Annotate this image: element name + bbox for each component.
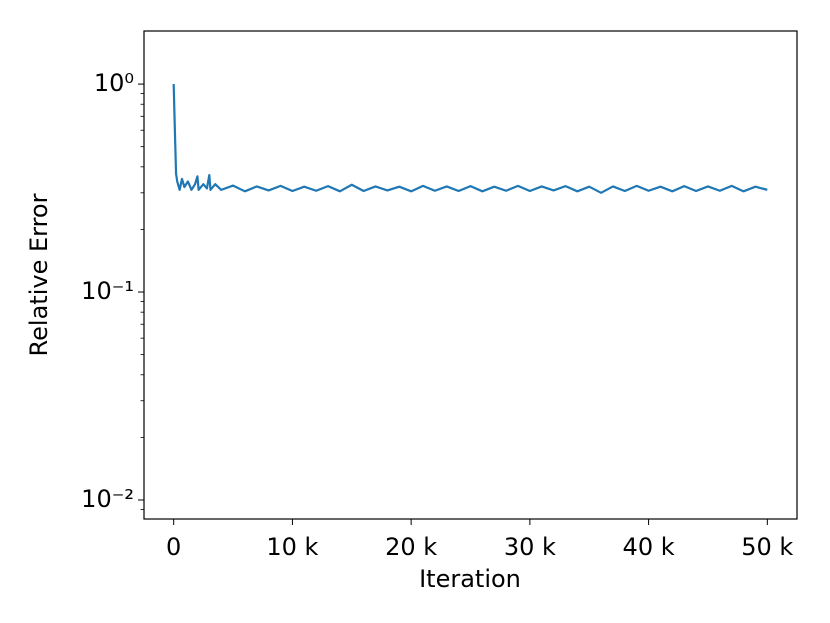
x-tick-label: 50 k (741, 533, 793, 561)
x-tick-label: 40 k (623, 533, 675, 561)
data-line (172, 84, 768, 194)
y-tick-label: 10⁻² (81, 485, 134, 513)
x-tick-label: 0 (166, 533, 181, 561)
y-axis-label: Relative Error (25, 193, 53, 356)
x-axis-label: Iteration (419, 565, 521, 593)
plot-frame (143, 30, 798, 520)
x-tick-label: 10 k (266, 533, 318, 561)
y-tick-label: 10⁻¹ (81, 277, 134, 305)
x-tick-label: 30 k (504, 533, 556, 561)
x-tick-label: 20 k (385, 533, 437, 561)
y-tick-label: 10⁰ (94, 69, 134, 97)
